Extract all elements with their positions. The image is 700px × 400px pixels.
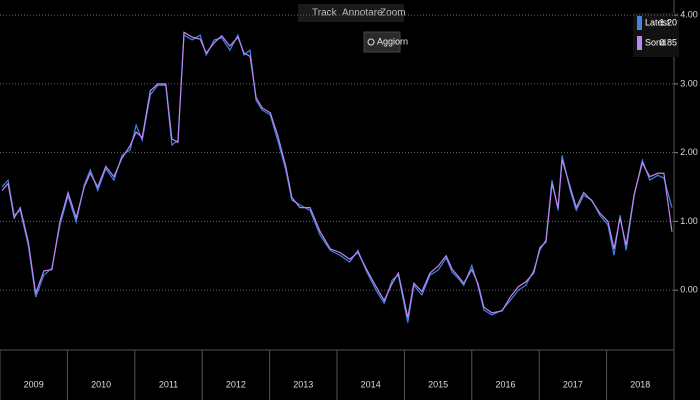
y-tick-label: 2.00 [680,147,698,157]
x-tick-label: 2013 [293,379,313,389]
x-tick-label: 2018 [630,379,650,389]
x-tick-label: 2010 [91,379,111,389]
x-tick-label: 2012 [226,379,246,389]
refresh-label[interactable]: Aggiorn [377,36,408,46]
toolbar-item[interactable]: Zoom [380,8,406,19]
x-tick-label: 2015 [428,379,448,389]
legend-swatch [637,36,642,50]
y-tick-label: 1.00 [680,216,698,226]
refresh-icon [367,38,375,46]
refresh-button[interactable] [363,31,401,53]
toolbar-item[interactable]: Track [312,8,338,19]
y-tick-label: 0.00 [680,285,698,295]
toolbar-item[interactable]: Annotare [342,8,383,19]
y-tick-label: 3.00 [680,78,698,88]
x-tick-label: 2016 [495,379,515,389]
series-line [1,31,673,318]
x-tick-label: 2014 [361,379,381,389]
legend-label: Latest [645,17,670,27]
legend-swatch [637,16,642,30]
x-tick-label: 2017 [563,379,583,389]
y-tick-label: 4.00 [680,10,698,20]
legend-label: Sond [645,37,666,47]
x-tick-label: 2011 [159,379,178,389]
toolbar-bg [298,4,404,22]
series-line [1,33,673,323]
x-tick-label: 2009 [24,379,44,389]
legend-value: 1.20 [659,17,677,27]
legend-value: 0.85 [659,37,677,47]
toolbar: Track Annotare Zoom Aggiorn [298,4,408,53]
